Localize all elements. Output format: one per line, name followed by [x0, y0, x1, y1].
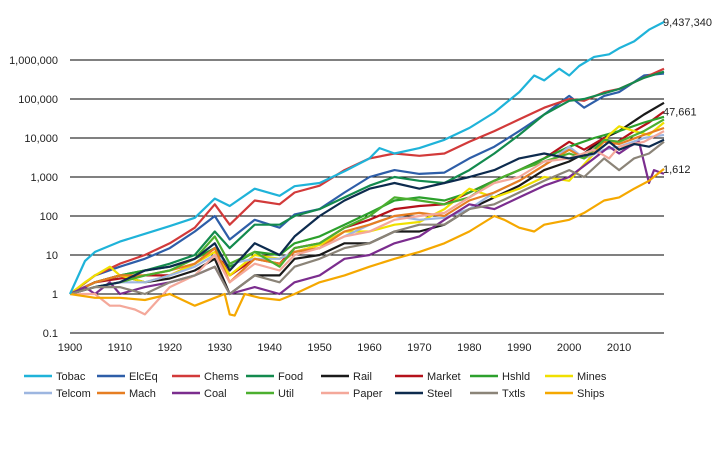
series-line-food: [69, 70, 665, 295]
end-value-label: 1,612: [663, 164, 691, 176]
end-value-label: 9,437,340: [663, 17, 712, 29]
legend-label: Market: [427, 371, 461, 383]
legend-item-steel: Steel: [395, 388, 452, 400]
series-lines: [68, 21, 665, 317]
legend-label: Food: [278, 371, 303, 383]
legend-item-util: Util: [246, 388, 294, 400]
legend-item-chems: Chems: [172, 371, 239, 383]
x-tick-label: 1950: [307, 342, 331, 354]
x-tick-label: 1910: [108, 342, 132, 354]
legend-label: Ships: [577, 388, 605, 400]
legend-label: ElcEq: [129, 371, 158, 383]
series-line-rail: [69, 101, 665, 296]
x-tick-label: 1960: [357, 342, 381, 354]
series-line-paper: [70, 130, 665, 316]
y-tick-label: 0.1: [43, 328, 58, 340]
legend-item-ships: Ships: [545, 388, 605, 400]
legend-label: Tobac: [56, 371, 86, 383]
x-tick-label: 2000: [557, 342, 581, 354]
x-tick-label: 1920: [158, 342, 182, 354]
x-tick-label: 1940: [257, 342, 281, 354]
y-tick-label: 100,000: [18, 94, 58, 106]
y-tick-label: 10: [46, 250, 58, 262]
legend-item-mines: Mines: [545, 371, 607, 383]
x-tick-label: 2010: [607, 342, 631, 354]
legend-item-food: Food: [246, 371, 303, 383]
x-tick-label: 1930: [208, 342, 232, 354]
legend-item-telcom: Telcom: [24, 388, 91, 400]
y-tick-label: 1,000,000: [9, 55, 58, 67]
legend-label: Paper: [353, 388, 383, 400]
legend-item-hshld: Hshld: [470, 371, 530, 383]
y-tick-label: 100: [40, 211, 58, 223]
legend-item-market: Market: [395, 371, 461, 383]
legend-item-rail: Rail: [321, 371, 372, 383]
legend-label: Util: [278, 388, 294, 400]
x-axis-tick-labels: 1900 1910 1920 1930 1940 1950 1960 1970 1980 1990…: [58, 342, 632, 354]
y-tick-label: 10,000: [24, 133, 58, 145]
x-tick-label: 1900: [58, 342, 82, 354]
legend-label: Coal: [204, 388, 227, 400]
end-value-label: 47,661: [663, 107, 697, 119]
legend-label: Mines: [577, 371, 607, 383]
series-line-txtls: [69, 140, 665, 296]
legend-label: Mach: [129, 388, 156, 400]
legend-item-mach: Mach: [97, 388, 156, 400]
legend-label: Hshld: [502, 371, 530, 383]
legend-item-tobac: Tobac: [24, 371, 86, 383]
legend-label: Txtls: [502, 388, 526, 400]
x-tick-label: 1990: [507, 342, 531, 354]
end-value-labels: 9,437,340 47,661 1,612: [663, 17, 712, 176]
y-axis-tick-labels: 0.1 1 10 100 1,000 10,000 100,000 1,000,000: [9, 55, 58, 340]
series-line-elceq: [69, 72, 665, 295]
y-tick-label: 1,000: [30, 172, 58, 184]
legend-label: Steel: [427, 388, 452, 400]
legend-item-elceq: ElcEq: [97, 371, 158, 383]
x-tick-label: 1970: [407, 342, 431, 354]
series-line-ships: [69, 168, 665, 317]
series-line-chems: [69, 67, 665, 295]
legend-label: Chems: [204, 371, 239, 383]
legend-item-coal: Coal: [172, 388, 227, 400]
legend: Tobac ElcEq Chems Food Rail Market Hshld Mines T…: [24, 371, 607, 400]
legend-item-txtls: Txtls: [470, 388, 526, 400]
series-line-steel: [69, 138, 665, 296]
legend-item-paper: Paper: [321, 388, 383, 400]
x-tick-label: 1980: [457, 342, 481, 354]
y-tick-label: 1: [52, 289, 58, 301]
series-line-tobac: [68, 21, 665, 295]
legend-label: Telcom: [56, 388, 91, 400]
legend-label: Rail: [353, 371, 372, 383]
series-line-coal: [69, 140, 665, 296]
